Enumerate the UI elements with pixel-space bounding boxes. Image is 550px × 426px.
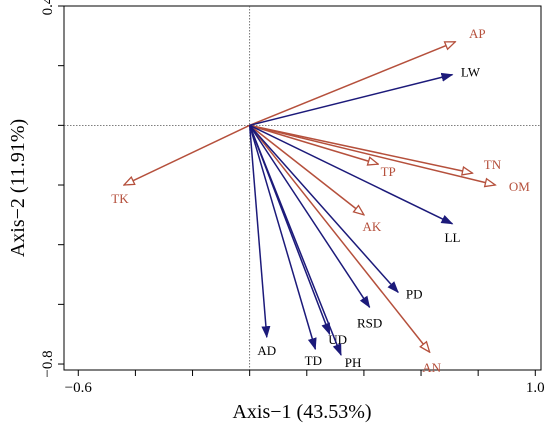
vector-label-lw: LW [461, 65, 481, 80]
y-axis-title: Axis−2 (11.91%) [7, 119, 29, 257]
y-tick-label: 0.4 [40, 0, 56, 15]
vector-label-ph: PH [345, 355, 362, 370]
vector-label-an: AN [422, 360, 441, 375]
vector-pd [249, 124, 399, 294]
vector-label-ap: AP [469, 26, 486, 41]
vector-ph [248, 125, 342, 357]
axis-ticks: −0.6 1.0 0.4 −0.8 [40, 0, 545, 396]
y-tick-label: −0.8 [40, 350, 56, 377]
vector-lw [249, 72, 454, 127]
vector-label-rsd: RSD [357, 315, 382, 330]
plot-frame [63, 5, 542, 371]
vector-label-tn: TN [484, 157, 502, 172]
vector-om [249, 124, 496, 185]
vector-ap [249, 41, 456, 127]
x-tick-label: 1.0 [526, 380, 545, 396]
reference-lines [64, 6, 541, 370]
vector-label-ad: AD [257, 343, 276, 358]
vector-label-tk: TK [111, 191, 129, 206]
vector-ad [248, 125, 271, 339]
vector-ll [249, 124, 454, 225]
vector-tp [249, 124, 379, 164]
vector-label-td: TD [305, 353, 322, 368]
vector-ak [249, 124, 364, 215]
vector-label-ll: LL [445, 230, 461, 245]
vector-label-pd: PD [406, 286, 423, 301]
x-axis-title: Axis−1 (43.53%) [232, 401, 371, 423]
vector-tk [124, 124, 250, 185]
vector-label-tp: TP [381, 164, 396, 179]
vector-label-om: OM [509, 179, 530, 194]
vector-label-ak: AK [363, 219, 382, 234]
vector-rsd [249, 124, 371, 309]
vector-an [249, 124, 430, 352]
x-tick-label: −0.6 [65, 380, 93, 396]
vector-td [248, 125, 317, 351]
vector-tn [249, 124, 473, 173]
